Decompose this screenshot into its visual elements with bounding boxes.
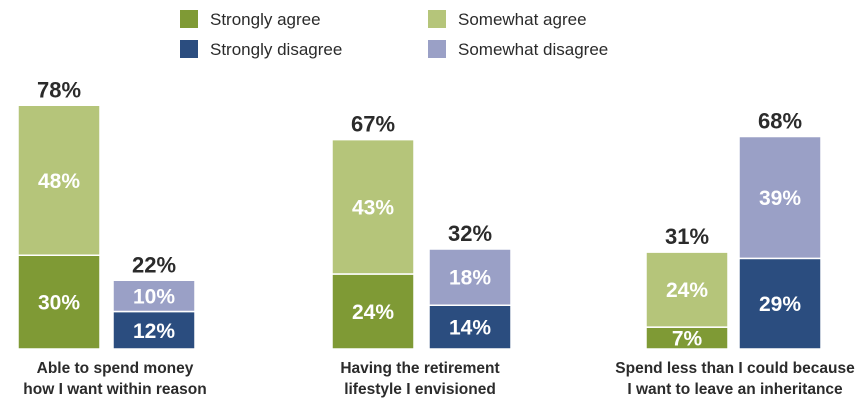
bar-segment-strongly-disagree (428, 304, 512, 350)
segment-value-label: 48% (38, 170, 80, 193)
legend-label-somewhat-disagree: Somewhat disagree (458, 40, 608, 59)
bars: 30% 48% 12% 10% 24% 43% 14% 18% 7% 24% 29% 39% (17, 104, 822, 351)
segment-value-label: 29% (759, 293, 801, 316)
segment-value-label: 24% (666, 279, 708, 302)
legend-swatch-somewhat-disagree (428, 40, 446, 58)
segment-value-label: 39% (759, 187, 801, 210)
legend-swatch-strongly-agree (180, 10, 198, 28)
bar-segment-somewhat-disagree (112, 279, 196, 313)
category-label: Able to spend money (37, 360, 194, 377)
bar-total-label: 31% (665, 224, 709, 249)
bar-total-label: 22% (132, 252, 176, 277)
bar-segment-somewhat-agree (331, 138, 415, 275)
category-labels: Able to spend money how I want within rea… (23, 360, 855, 398)
bar-segment-somewhat-disagree (738, 135, 822, 260)
bar-total-label: 32% (448, 221, 492, 246)
legend-label-strongly-agree: Strongly agree (210, 10, 321, 29)
bar-segment-somewhat-agree (17, 104, 101, 256)
legend-swatch-strongly-disagree (180, 40, 198, 58)
segment-value-label: 12% (133, 320, 175, 343)
segment-value-label: 14% (449, 317, 491, 340)
category-label: lifestyle I envisioned (344, 381, 496, 398)
segment-value-label: 18% (449, 267, 491, 290)
bar-segment-somewhat-agree (645, 251, 729, 328)
bar-segment-strongly-disagree (738, 257, 822, 350)
category-label: Having the retirement (340, 360, 499, 377)
bar-segment-strongly-agree (17, 254, 101, 350)
category-label: how I want within reason (23, 381, 206, 398)
segment-value-label: 24% (352, 301, 394, 324)
legend-swatch-somewhat-agree (428, 10, 446, 28)
bar-total-label: 67% (351, 112, 395, 137)
segment-value-label: 7% (672, 328, 703, 351)
bar-total-label: 68% (758, 109, 802, 134)
bar-segment-strongly-disagree (112, 310, 196, 350)
legend: Strongly agree Somewhat agree Strongly dis… (180, 10, 608, 59)
segment-value-label: 30% (38, 292, 80, 315)
bar-segment-somewhat-disagree (428, 248, 512, 306)
category-label: I want to leave an inheritance (627, 381, 843, 398)
total-labels: 78% 22% 67% 32% 31% 68% (37, 77, 802, 277)
bar-total-label: 78% (37, 77, 81, 102)
legend-label-strongly-disagree: Strongly disagree (210, 40, 342, 59)
category-label: Spend less than I could because (615, 360, 855, 377)
legend-label-somewhat-agree: Somewhat agree (458, 10, 587, 29)
bar-segment-strongly-agree (331, 273, 415, 350)
segment-value-label: 10% (133, 285, 175, 308)
segment-value-label: 43% (352, 196, 394, 219)
